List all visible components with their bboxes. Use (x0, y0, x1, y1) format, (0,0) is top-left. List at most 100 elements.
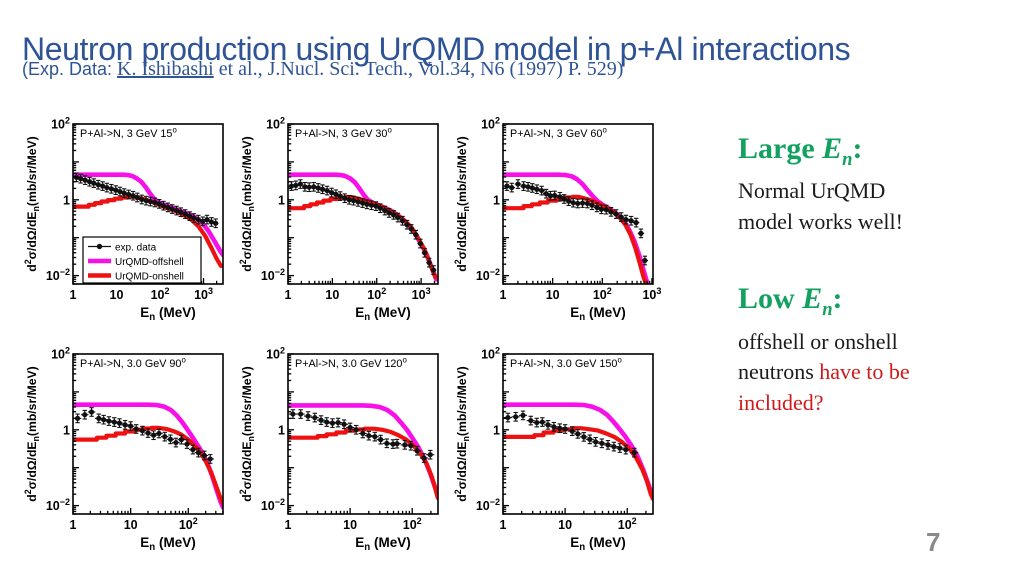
svg-text:102: 102 (51, 346, 70, 362)
svg-text:d2σ/dΩ/dEn(mb/sr/MeV): d2σ/dΩ/dEn(mb/sr/MeV) (23, 366, 41, 501)
svg-text:10−2: 10−2 (261, 267, 285, 283)
svg-text:102: 102 (481, 116, 500, 132)
y-axis-label: d2σ/dΩ/dEn(mb/sr/MeV) (238, 136, 256, 271)
svg-text:10−2: 10−2 (476, 267, 500, 283)
commentary-panel: Large En: Normal UrQMD model works well!… (738, 132, 998, 419)
svg-text:10−2: 10−2 (46, 497, 70, 513)
large-en-heading: Large En: (738, 132, 998, 170)
subtitle-author: K. Ishibashi (117, 58, 214, 80)
y-axis-label: d2σ/dΩ/dEn(mb/sr/MeV) (453, 366, 471, 501)
svg-text:P+Al->N, 3.0 GeV 150o: P+Al->N, 3.0 GeV 150o (510, 356, 622, 370)
svg-text:1: 1 (278, 423, 285, 437)
svg-text:10: 10 (110, 288, 124, 302)
svg-text:UrQMD-onshell: UrQMD-onshell (115, 271, 184, 282)
large-en-variable: E (822, 132, 843, 165)
low-en-note: offshell or onshell neutrons have to be … (738, 327, 936, 419)
svg-text:102: 102 (367, 286, 386, 302)
svg-text:P+Al->N, 3 GeV 30o: P+Al->N, 3 GeV 30o (295, 126, 392, 140)
svg-text:102: 102 (266, 116, 285, 132)
svg-text:d2σ/dΩ/dEn(mb/sr/MeV): d2σ/dΩ/dEn(mb/sr/MeV) (453, 366, 471, 501)
plot-90deg: 1 10 102 10−2 1 102 P+Al->N, 3.0 GeV 90o En (Me… (21, 344, 236, 566)
svg-text:1: 1 (285, 288, 292, 302)
svg-text:1: 1 (70, 518, 77, 532)
low-en-subscript: n (822, 299, 833, 321)
svg-text:En (MeV): En (MeV) (570, 305, 625, 323)
page-number: 7 (926, 527, 941, 557)
svg-text:1: 1 (500, 518, 507, 532)
svg-text:1: 1 (278, 193, 285, 207)
urqmd-onshell-curve (288, 194, 438, 280)
svg-text:103: 103 (412, 286, 431, 302)
svg-text:d2σ/dΩ/dEn(mb/sr/MeV): d2σ/dΩ/dEn(mb/sr/MeV) (453, 136, 471, 271)
low-en-word: Low (738, 282, 803, 316)
svg-text:102: 102 (593, 286, 612, 302)
large-en-word: Large (738, 132, 823, 165)
subtitle-prefix: (Exp. Data: (22, 59, 118, 79)
svg-text:10: 10 (325, 288, 339, 302)
svg-text:10−2: 10−2 (261, 497, 285, 513)
svg-text:10−2: 10−2 (46, 267, 70, 283)
svg-text:En (MeV): En (MeV) (355, 535, 410, 553)
svg-text:1: 1 (63, 193, 70, 207)
plot-15deg: 1 10 102 103 10−2 1 102 P+Al->N, 3 GeV 15o En (M… (21, 114, 236, 336)
svg-text:102: 102 (151, 286, 170, 302)
low-en-variable: E (802, 282, 823, 316)
slide-subtitle: (Exp. Data: K. Ishibashi et al., J.Nucl.… (22, 58, 623, 81)
svg-text:1: 1 (70, 288, 77, 302)
svg-text:102: 102 (51, 116, 70, 132)
svg-text:10−2: 10−2 (476, 497, 500, 513)
svg-text:exp. data: exp. data (115, 242, 157, 253)
low-en-note-red: have to be included? (738, 359, 910, 416)
large-en-colon: : (852, 132, 863, 165)
plot-120deg: 1 10 102 10−2 1 102 P+Al->N, 3.0 GeV 120o En (M… (236, 344, 451, 566)
exp-data-series (288, 179, 437, 275)
svg-text:P+Al->N, 3.0 GeV 120o: P+Al->N, 3.0 GeV 120o (295, 356, 407, 370)
low-en-note-black: offshell or onshell neutrons (738, 328, 898, 385)
svg-text:102: 102 (403, 516, 422, 532)
svg-text:d2σ/dΩ/dEn(mb/sr/MeV): d2σ/dΩ/dEn(mb/sr/MeV) (23, 136, 41, 271)
svg-text:P+Al->N, 3 GeV 60o: P+Al->N, 3 GeV 60o (510, 126, 607, 140)
svg-text:P+Al->N, 3 GeV 15o: P+Al->N, 3 GeV 15o (80, 126, 177, 140)
legend: exp. data UrQMD-offshell UrQMD-onshell (82, 236, 202, 284)
exp-data-series (73, 172, 219, 229)
y-axis-label: d2σ/dΩ/dEn(mb/sr/MeV) (238, 366, 256, 501)
plot-150deg: 1 10 102 10−2 1 102 P+Al->N, 3.0 GeV 150o En (M… (451, 344, 666, 566)
svg-text:103: 103 (642, 286, 661, 302)
large-en-subscript: n (842, 149, 853, 170)
svg-text:1: 1 (493, 193, 500, 207)
svg-text:1: 1 (493, 423, 500, 437)
svg-text:d2σ/dΩ/dEn(mb/sr/MeV): d2σ/dΩ/dEn(mb/sr/MeV) (238, 136, 256, 271)
urqmd-onshell-curve (503, 426, 653, 501)
svg-text:10: 10 (546, 288, 560, 302)
svg-text:P+Al->N, 3.0 GeV 90o: P+Al->N, 3.0 GeV 90o (80, 356, 186, 370)
urqmd-onshell-curve (503, 194, 649, 284)
svg-text:1: 1 (285, 518, 292, 532)
plot-30deg: 1 10 102 103 10−2 1 102 P+Al->N, 3 GeV 30o En (M… (236, 114, 451, 336)
svg-text:UrQMD-offshell: UrQMD-offshell (115, 257, 184, 268)
low-en-heading: Low En: (738, 282, 998, 320)
svg-text:d2σ/dΩ/dEn(mb/sr/MeV): d2σ/dΩ/dEn(mb/sr/MeV) (238, 366, 256, 501)
slide-title: Neutron production using UrQMD model in … (22, 31, 851, 68)
svg-text:102: 102 (179, 516, 198, 532)
svg-text:102: 102 (481, 346, 500, 362)
svg-text:102: 102 (266, 346, 285, 362)
large-en-note: Normal UrQMD model works well! (738, 178, 903, 235)
exp-data-series (288, 409, 435, 463)
subtitle-citation: et al., J.Nucl. Sci. Tech., Vol.34, N6 (… (213, 58, 624, 80)
y-axis-label: d2σ/dΩ/dEn(mb/sr/MeV) (23, 136, 41, 271)
exp-data-series (73, 407, 214, 464)
svg-text:En (MeV): En (MeV) (140, 305, 195, 323)
svg-text:103: 103 (194, 286, 213, 302)
exp-data-series (503, 179, 649, 266)
svg-text:1: 1 (63, 423, 70, 437)
urqmd-offshell-curve (288, 172, 438, 282)
svg-text:10: 10 (124, 518, 138, 532)
urqmd-onshell-curve (73, 425, 223, 507)
low-en-colon: : (832, 282, 843, 316)
